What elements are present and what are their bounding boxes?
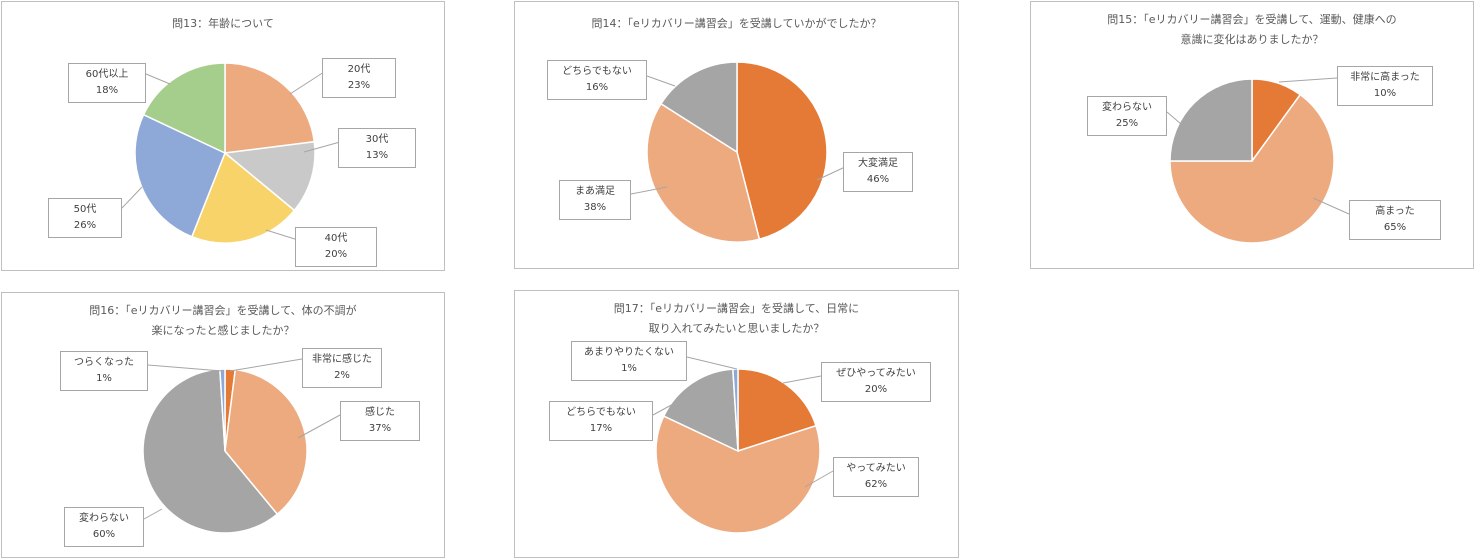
chart-title: 問14：「eリカバリー講習会」を受講していかがでしたか？ — [591, 17, 882, 30]
callout-label: つらくなった 1% — [60, 351, 148, 391]
callout-label: 変わらない 25% — [1087, 96, 1167, 136]
callout-label: 大変満足 46% — [843, 152, 913, 192]
pie-slice — [134, 113, 226, 238]
callout-label: あまりやりたくない 1% — [571, 341, 687, 381]
pie-slice — [219, 368, 226, 452]
pie-slice — [1169, 78, 1253, 162]
leader-line — [652, 402, 676, 416]
chart-panel-q15: 問15：「eリカバリー講習会」を受講して、運動、健康への 意識に変化はありました… — [1030, 1, 1474, 269]
leader-line — [630, 186, 668, 195]
chart-title: 問17：「eリカバリー講習会」を受講して、日常に — [613, 302, 860, 315]
chart-panel-q14: 問14：「eリカバリー講習会」を受講していかがでしたか？ 大変満足 46% まあ満… — [514, 1, 959, 269]
callout-label: 感じた 37% — [340, 401, 420, 441]
chart-title: 意識に変化はありましたか？ — [1180, 33, 1324, 46]
pie-slice — [737, 368, 817, 453]
pie-slice — [190, 151, 296, 244]
leader-line — [147, 364, 223, 372]
leader-line — [646, 75, 676, 87]
pie-slice — [1169, 93, 1335, 244]
callout-label: どちらでもない 17% — [549, 401, 653, 441]
leader-line — [804, 470, 834, 488]
pie-slice — [223, 140, 316, 212]
callout-label: 非常に感じた 2% — [302, 348, 382, 388]
leader-line — [816, 166, 846, 181]
chart-title: 問16：「eリカバリー講習会」を受講して、体の不調が — [89, 304, 357, 317]
callout-label: 変わらない 60% — [64, 507, 144, 547]
callout-label: やってみたい 62% — [833, 457, 919, 497]
callout-label: 50代 26% — [48, 198, 122, 238]
pie-chart-q15 — [1166, 77, 1350, 244]
leader-line — [782, 375, 822, 384]
callout-label: 20代 23% — [322, 58, 396, 98]
callout-label: 30代 13% — [338, 128, 416, 168]
leader-line — [686, 356, 738, 370]
leader-line — [145, 73, 171, 85]
pie-slice — [646, 102, 761, 243]
pie-slice — [662, 368, 739, 453]
pie-chart-q17 — [652, 356, 834, 534]
pie-slice — [142, 62, 226, 155]
leader-line — [121, 186, 143, 209]
chart-title: 楽になったと感じましたか？ — [151, 324, 295, 337]
pie-chart-q16 — [142, 358, 341, 534]
leader-line — [297, 414, 341, 439]
pie-slice — [224, 62, 316, 154]
pie-slice — [736, 61, 828, 241]
leader-line — [143, 508, 163, 520]
pie-slice — [224, 368, 308, 516]
callout-label: ぜひやってみたい 20% — [821, 362, 931, 402]
callout-label: 60代以上 18% — [68, 63, 146, 103]
pie-slice — [659, 61, 738, 154]
callout-label: まあ満足 38% — [559, 180, 631, 220]
pie-slice — [655, 415, 821, 534]
callout-label: どちらでもない 16% — [547, 60, 647, 100]
leader-line — [1166, 111, 1182, 125]
leader-line — [229, 358, 303, 372]
callout-label: 高まった 65% — [1349, 200, 1441, 240]
chart-title: 問15：「eリカバリー講習会」を受講して、運動、健康への — [1107, 13, 1397, 26]
chart-title: 問13：年齢について — [172, 17, 274, 30]
callout-label: 非常に高まった 10% — [1337, 66, 1433, 106]
pie-slice — [142, 368, 279, 534]
chart-panel-q13: 問13：年齢について 20代 23% 30代 13% 40代 20% 50代 26% 6… — [1, 1, 445, 271]
chart-title: 取り入れてみたいと思いましたか？ — [648, 322, 825, 335]
leader-line — [289, 71, 325, 95]
chart-panel-q17: 問17：「eリカバリー講習会」を受講して、日常に 取り入れてみたいと思いましたか… — [514, 290, 959, 558]
leader-line — [1312, 197, 1350, 215]
chart-panel-q16: 問16：「eリカバリー講習会」を受講して、体の不調が 楽になったと感じましたか？… — [1, 292, 445, 558]
leader-line — [265, 229, 299, 241]
pie-chart-q13 — [121, 62, 341, 244]
leader-line — [303, 141, 341, 153]
leader-line — [1278, 77, 1338, 83]
pie-chart-q14 — [630, 61, 846, 243]
callout-label: 40代 20% — [295, 227, 377, 267]
